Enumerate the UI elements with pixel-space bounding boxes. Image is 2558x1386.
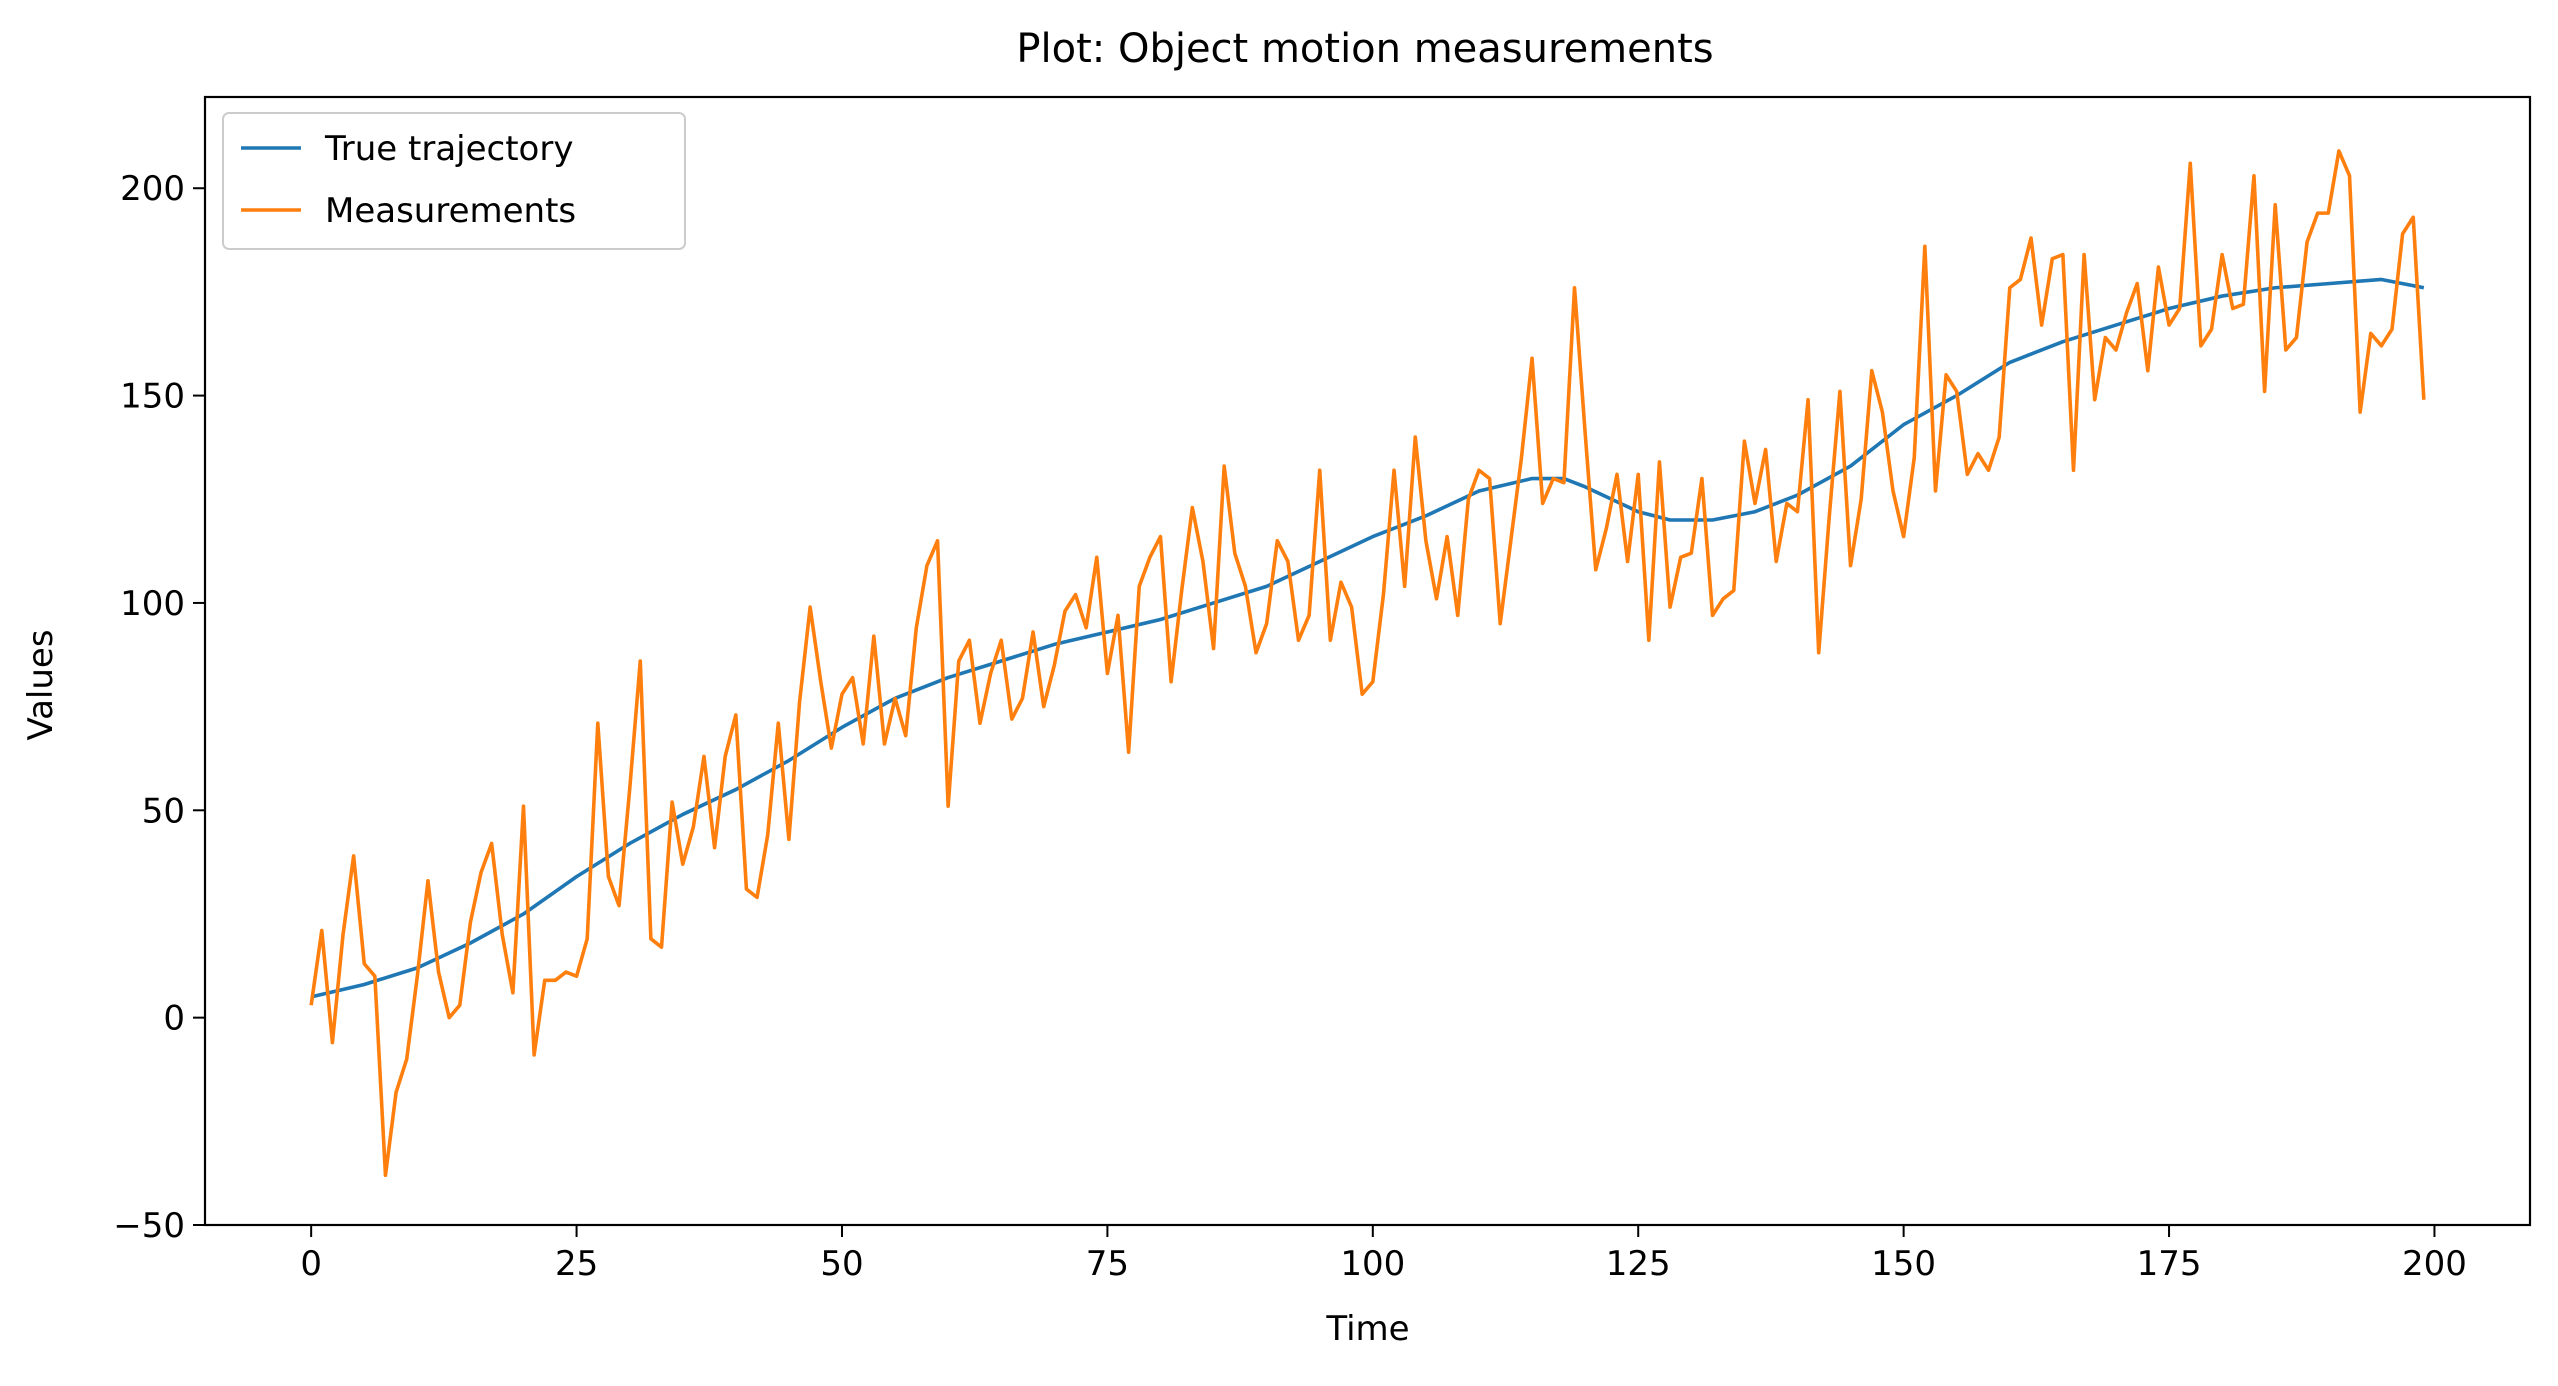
x-tick-label: 0 bbox=[300, 1244, 322, 1284]
axes-frame bbox=[203, 95, 2532, 1227]
x-tick-label: 50 bbox=[820, 1244, 863, 1284]
x-tick-label: 175 bbox=[2137, 1244, 2202, 1284]
x-tick-label: 200 bbox=[2402, 1244, 2467, 1284]
legend-box bbox=[222, 112, 686, 250]
y-tick-label: 150 bbox=[120, 377, 185, 417]
y-tick-label: 50 bbox=[142, 791, 185, 831]
legend-label: True trajectory bbox=[324, 129, 573, 169]
y-tick-label: 0 bbox=[163, 999, 185, 1039]
y-axis-label: Values bbox=[21, 629, 61, 740]
y-tick-label: 200 bbox=[120, 169, 185, 209]
x-tick-label: 125 bbox=[1606, 1244, 1671, 1284]
series-line-measurements bbox=[309, 149, 2426, 1178]
chart-legend: True trajectory Measurements bbox=[222, 112, 686, 250]
x-axis-label: Time bbox=[1325, 1309, 1409, 1349]
x-tick-label: 100 bbox=[1340, 1244, 1405, 1284]
chart-title: Plot: Object motion measurements bbox=[1016, 26, 1713, 72]
y-tick-label: −50 bbox=[113, 1206, 185, 1246]
plot-area: 0 25 50 75 100 125 150 175 200 −50 0 50 100 150 200 bbox=[113, 95, 2532, 1284]
x-tick-label: 75 bbox=[1086, 1244, 1129, 1284]
x-tick-label: 150 bbox=[1871, 1244, 1936, 1284]
legend-label: Measurements bbox=[325, 191, 576, 231]
series-line-true-trajectory bbox=[310, 277, 2425, 999]
y-tick-label: 100 bbox=[120, 584, 185, 624]
x-tick-label: 25 bbox=[555, 1244, 598, 1284]
